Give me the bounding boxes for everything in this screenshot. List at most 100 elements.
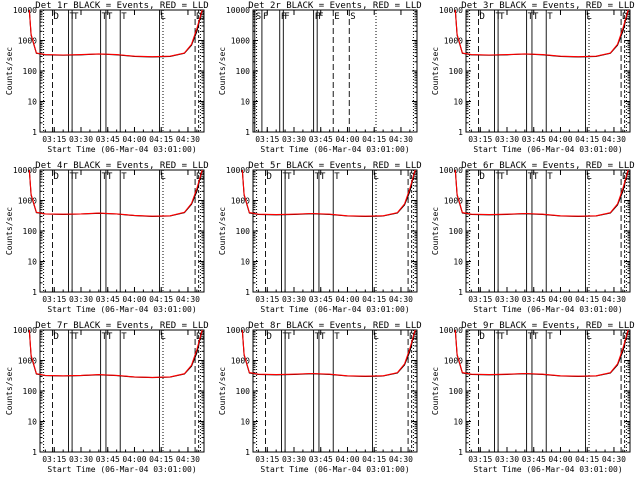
event-marker-label: D: [53, 332, 58, 342]
event-marker-label: L: [373, 332, 378, 342]
y-tick-label: 10000: [439, 6, 463, 15]
x-tick-label: 03:15: [255, 295, 279, 304]
event-marker-label: D: [413, 172, 418, 182]
x-tick-label: 03:45: [522, 455, 546, 464]
y-tick-label: 100: [236, 67, 251, 76]
event-marker-label: D: [479, 12, 484, 22]
event-marker-label: D: [266, 332, 271, 342]
y-tick-label: 10: [27, 98, 37, 107]
x-tick-label: 03:45: [522, 295, 546, 304]
y-tick-label: 100: [23, 227, 38, 236]
y-axis-label: Counts/sec: [431, 367, 440, 415]
event-marker-label: T: [499, 172, 505, 182]
x-tick-label: 04:30: [389, 295, 413, 304]
y-tick-label: 1000: [444, 357, 463, 366]
x-tick-label: 03:45: [96, 295, 120, 304]
y-tick-label: 100: [23, 387, 38, 396]
series-lld-line: [241, 169, 416, 217]
plot-frame: [465, 329, 631, 453]
event-marker-label: T: [102, 172, 108, 182]
y-axis-label: Counts/sec: [218, 47, 227, 95]
event-marker-label: T: [528, 12, 534, 22]
y-axis-label: Counts/sec: [218, 207, 227, 255]
event-marker-label: D: [53, 172, 58, 182]
x-tick-label: 04:15: [575, 455, 599, 464]
event-marker-label: D: [200, 332, 205, 342]
y-tick-label: 1: [245, 448, 250, 457]
y-tick-label: 1000: [444, 197, 463, 206]
event-marker-label: T: [547, 172, 553, 182]
y-tick-label: 10: [240, 418, 250, 427]
x-tick-label: 03:30: [69, 135, 93, 144]
x-tick-label: 03:15: [468, 455, 492, 464]
x-tick-label: 04:00: [122, 455, 146, 464]
panel-det-7: Det 7r BLACK = Events, RED = LLD 1 10 100 10…: [5, 321, 209, 474]
y-axis-label: Counts/sec: [5, 367, 14, 415]
y-tick-label: 1: [245, 288, 250, 297]
panel-det-8: Det 8r BLACK = Events, RED = LLD 1 10 100 10…: [218, 321, 422, 474]
event-marker-label: T: [315, 332, 321, 342]
panel-det-3: Det 3r BLACK = Events, RED = LLD 1 10 100 10…: [431, 1, 635, 154]
event-marker-label: D: [413, 332, 418, 342]
event-marker-label: F: [284, 12, 289, 22]
x-tick-label: 04:30: [602, 455, 626, 464]
x-tick-label: 03:15: [42, 295, 66, 304]
y-tick-label: 10000: [226, 326, 250, 335]
event-marker-label: T: [286, 332, 292, 342]
x-axis-label: Start Time (06-Mar-04 03:01:00): [260, 305, 409, 314]
y-tick-label: 1000: [231, 197, 250, 206]
series-lld-line: [454, 329, 629, 377]
plot-frame: [39, 169, 205, 293]
event-marker-label: D: [479, 332, 484, 342]
series-lld-line: [28, 169, 203, 217]
event-marker-label: L: [373, 172, 378, 182]
x-tick-label: 03:30: [495, 455, 519, 464]
y-tick-label: 10: [240, 258, 250, 267]
event-marker-label: D: [626, 12, 631, 22]
event-marker-label: F: [263, 12, 268, 22]
y-tick-label: 1: [32, 128, 37, 137]
x-axis-label: Start Time (06-Mar-04 03:01:00): [47, 145, 196, 154]
panel-title: Det 9r BLACK = Events, RED = LLD: [461, 321, 634, 331]
x-axis-label: Start Time (06-Mar-04 03:01:00): [47, 305, 196, 314]
event-marker-label: T: [73, 332, 79, 342]
event-marker-label: T: [499, 332, 505, 342]
event-marker-label: D: [200, 12, 205, 22]
y-tick-label: 1: [245, 128, 250, 137]
y-tick-label: 10000: [439, 166, 463, 175]
x-tick-label: 03:30: [69, 455, 93, 464]
event-marker-label: T: [547, 12, 553, 22]
x-tick-label: 04:15: [575, 295, 599, 304]
y-tick-label: 100: [449, 387, 464, 396]
y-tick-label: 10000: [439, 326, 463, 335]
event-marker-label: T: [121, 12, 127, 22]
series-lld-line: [454, 9, 629, 58]
y-tick-label: 1000: [18, 37, 37, 46]
x-axis-label: Start Time (06-Mar-04 03:01:00): [260, 465, 409, 474]
y-tick-label: 1: [32, 448, 37, 457]
x-tick-label: 04:15: [149, 295, 173, 304]
x-axis-label: Start Time (06-Mar-04 03:01:00): [473, 145, 622, 154]
event-marker-label: S: [350, 12, 355, 22]
panel-det-5: Det 5r BLACK = Events, RED = LLD 1 10 100 10…: [218, 161, 422, 314]
event-marker-label: T: [315, 172, 321, 182]
x-tick-label: 03:45: [522, 135, 546, 144]
x-tick-label: 03:15: [255, 455, 279, 464]
series-lld-line: [28, 329, 203, 378]
y-tick-label: 100: [449, 67, 464, 76]
x-tick-label: 03:45: [96, 135, 120, 144]
event-marker-label: T: [320, 172, 326, 182]
panel-det-4: Det 4r BLACK = Events, RED = LLD 1 10 100 10…: [5, 161, 209, 314]
y-tick-label: 100: [236, 227, 251, 236]
plot-frame: [39, 329, 205, 453]
panel-det-6: Det 6r BLACK = Events, RED = LLD 1 10 100 10…: [431, 161, 635, 314]
y-tick-label: 10000: [226, 166, 250, 175]
event-marker-label: T: [334, 332, 340, 342]
x-tick-label: 03:15: [468, 295, 492, 304]
y-axis-label: Counts/sec: [431, 207, 440, 255]
y-tick-label: 10000: [13, 326, 37, 335]
panel-det-1: Det 1r BLACK = Events, RED = LLD 1 10 100 10…: [5, 1, 209, 154]
event-marker-label: T: [107, 172, 113, 182]
x-tick-label: 03:30: [282, 135, 306, 144]
series-lld-line: [28, 9, 203, 58]
